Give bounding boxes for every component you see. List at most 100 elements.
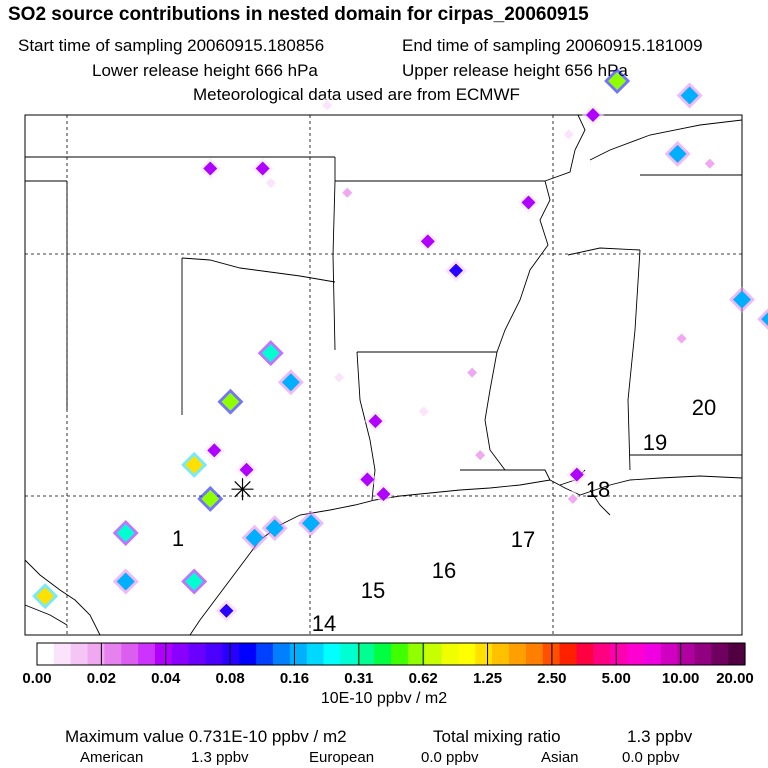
colorbar-cell <box>660 643 679 665</box>
source-marker <box>197 485 224 512</box>
colorbar-cell <box>239 643 257 665</box>
source-core <box>521 195 536 210</box>
max-value-label: Maximum value 0.731E-10 ppbv / m2 <box>65 727 347 746</box>
colorbar-cell <box>407 643 426 665</box>
source-marker <box>181 568 208 595</box>
receptor-marker <box>231 478 254 501</box>
colorbar-cell <box>492 643 510 665</box>
source-core <box>207 443 222 458</box>
source-marker <box>277 369 304 396</box>
colorbar-cell <box>306 643 325 665</box>
colorbar-tick-label: 0.00 <box>22 670 51 687</box>
source-core <box>185 455 204 474</box>
source-marker <box>559 125 578 144</box>
region-label: 20 <box>692 395 716 420</box>
region-label: 17 <box>511 527 535 552</box>
colorbar-cell <box>222 643 240 665</box>
colorbar-cell <box>593 643 611 665</box>
american-label: American <box>80 749 144 766</box>
source-core <box>567 493 578 504</box>
source-marker <box>215 599 238 622</box>
colorbar-tick-label: 10.00 <box>662 670 700 687</box>
source-core <box>185 572 204 591</box>
source-marker <box>664 140 691 167</box>
colorbar-tick-label: 5.00 <box>602 670 631 687</box>
colorbar-cell <box>104 643 122 665</box>
colorbar-cell <box>323 643 342 665</box>
source-marker <box>356 468 379 491</box>
colorbar-cell <box>475 643 493 665</box>
source-core <box>420 234 435 249</box>
colorbar-cell <box>188 643 207 665</box>
upper-height-label: Upper release height 656 hPa <box>402 61 628 80</box>
source-core <box>116 523 135 542</box>
source-marker <box>416 230 439 253</box>
source-marker <box>199 157 222 180</box>
source-marker <box>235 458 258 481</box>
colorbar-units: 10E-10 ppbv / m2 <box>320 690 448 707</box>
source-core <box>733 290 751 309</box>
source-core <box>704 158 715 169</box>
source-core <box>201 489 220 508</box>
region-label: 18 <box>586 477 610 502</box>
source-core <box>265 178 276 189</box>
colorbar-cell <box>711 643 729 665</box>
colorbar-tick-label: 0.08 <box>215 670 244 687</box>
source-marker <box>700 154 719 173</box>
source-core <box>203 161 218 176</box>
source-core <box>668 144 687 163</box>
colorbar-tick-label: 2.50 <box>537 670 566 687</box>
met-data-label: Meteorological data used are from ECMWF <box>193 85 520 104</box>
source-core <box>676 333 687 344</box>
chart-title: SO2 source contributions in nested domai… <box>8 4 589 25</box>
source-marker <box>517 191 540 214</box>
source-marker <box>32 583 59 610</box>
colorbar-tick-label: 0.04 <box>151 670 181 687</box>
colorbar-tick-label: 0.62 <box>409 670 438 687</box>
colorbar-cell <box>273 643 291 665</box>
source-marker <box>203 439 226 462</box>
source-core <box>334 372 345 383</box>
source-marker <box>364 410 387 433</box>
colorbar-tick-label: 0.31 <box>344 670 373 687</box>
end-time-label: End time of sampling 20060915.181009 <box>402 36 703 55</box>
source-core <box>376 487 391 502</box>
european-value: 0.0 ppbv <box>421 749 479 766</box>
colorbar-cell <box>525 643 544 665</box>
colorbar-cell <box>391 643 409 665</box>
source-marker <box>757 308 768 330</box>
source-core <box>680 86 699 105</box>
source-core <box>219 603 234 618</box>
source-marker <box>318 96 337 115</box>
source-marker <box>261 174 280 193</box>
colorbar-cell <box>121 643 139 665</box>
source-marker <box>563 489 582 508</box>
source-marker <box>581 104 604 126</box>
source-markers <box>32 67 768 622</box>
source-core <box>36 587 55 606</box>
source-core <box>569 467 584 482</box>
source-marker <box>112 568 139 595</box>
colorbar-cell <box>256 643 274 665</box>
colorbar-tick-label: 0.16 <box>280 670 309 687</box>
colorbar-cell <box>441 643 460 665</box>
asterisk-icon <box>234 481 251 498</box>
source-marker <box>112 519 139 546</box>
european-label: European <box>309 749 375 766</box>
colorbar-tick-label: 20.00 <box>716 670 754 687</box>
colorbar-cell <box>70 643 89 665</box>
source-core <box>255 161 270 176</box>
source-marker <box>338 183 357 202</box>
source-core <box>221 392 240 411</box>
source-marker <box>445 259 468 282</box>
source-marker <box>372 483 395 506</box>
total-mixing-value: 1.3 ppbv <box>627 727 693 746</box>
colorbar-cell <box>576 643 594 665</box>
colorbar-cell <box>205 643 224 665</box>
grid-lines <box>25 115 742 635</box>
colorbar-cell <box>340 643 358 665</box>
source-core <box>475 450 486 461</box>
start-time-label: Start time of sampling 20060915.180856 <box>18 36 325 55</box>
colorbar-cell <box>357 643 375 665</box>
source-marker <box>676 82 703 109</box>
